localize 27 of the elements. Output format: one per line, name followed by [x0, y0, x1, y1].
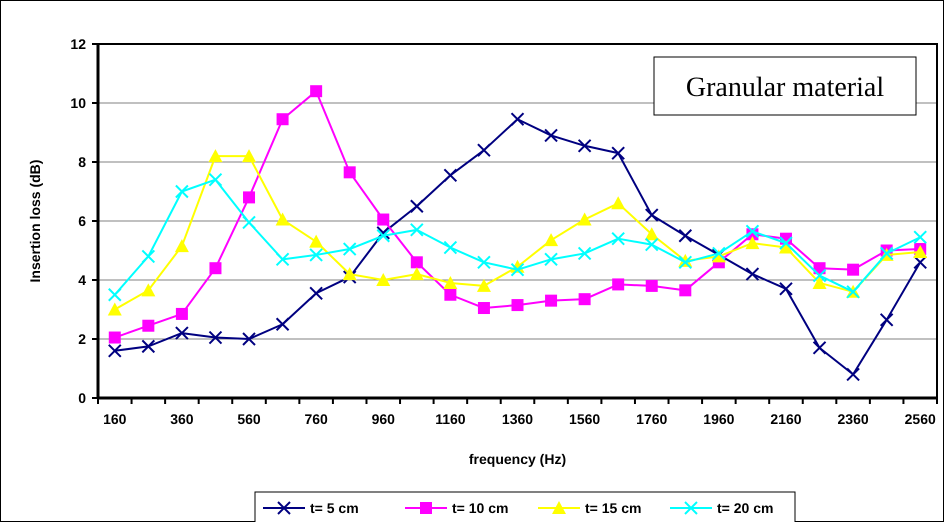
- x-tick-label: 160: [103, 411, 127, 427]
- x-tick-label: 960: [372, 411, 396, 427]
- x-axis-title: frequency (Hz): [468, 451, 566, 467]
- x-tick-label: 1160: [435, 411, 466, 427]
- x-tick-label: 560: [237, 411, 261, 427]
- y-tick-label: 8: [78, 154, 86, 170]
- x-tick-label: 2160: [770, 411, 802, 427]
- y-axis-title: Insertion loss (dB): [27, 160, 43, 282]
- annotation: Granular material: [686, 72, 884, 103]
- y-tick-label: 0: [78, 390, 86, 406]
- legend-label: t= 5 cm: [310, 500, 359, 516]
- y-tick-label: 2: [78, 330, 86, 347]
- x-tick-label: 2360: [838, 411, 869, 427]
- x-tick-label: 360: [170, 411, 194, 427]
- x-tick-label: 1760: [636, 411, 668, 427]
- legend-label: t= 20 cm: [717, 500, 774, 516]
- x-tick-label: 1360: [502, 411, 534, 427]
- y-tick-label: 10: [70, 94, 86, 111]
- x-tick-label: 1960: [703, 411, 735, 427]
- legend-label: t= 15 cm: [585, 500, 642, 516]
- x-tick-label: 760: [304, 411, 328, 427]
- legend-label: t= 10 cm: [452, 500, 508, 516]
- y-tick-label: 6: [78, 212, 86, 229]
- y-tick-label: 4: [78, 272, 86, 288]
- x-tick-label: 2560: [904, 411, 936, 427]
- x-tick-label: 1560: [569, 411, 600, 427]
- y-tick-label: 12: [70, 36, 86, 52]
